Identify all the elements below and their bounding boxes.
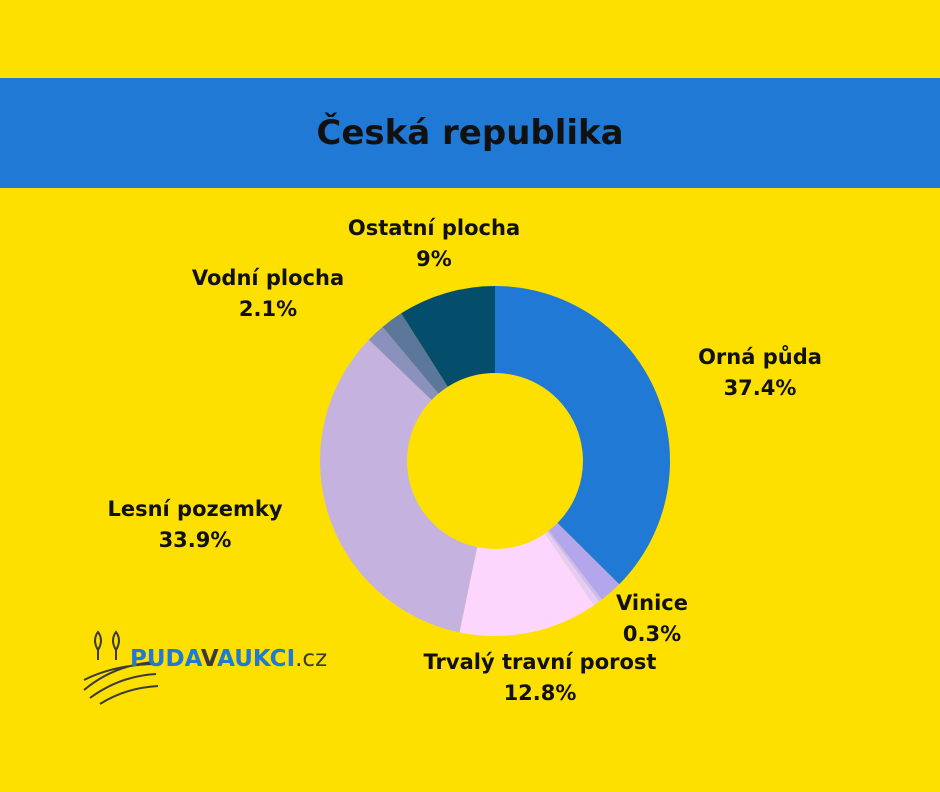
logo-icon [83, 630, 159, 705]
value-label: 2.1% [239, 297, 297, 321]
donut-slice [382, 313, 448, 394]
value-label: 12.8% [504, 681, 577, 705]
donut-slice [459, 533, 594, 636]
category-label: Vinice [616, 591, 688, 615]
donut-slice [544, 531, 600, 606]
donut-slice [368, 326, 439, 401]
donut-slice [547, 530, 602, 602]
labels: Orná půda 37.4% Vinice 0.3% Trvalý travní po… [107, 216, 821, 705]
logo-text: PUDAVAUKCI.cz [130, 646, 327, 672]
category-label: Orná půda [698, 345, 822, 369]
value-label: 0.3% [623, 622, 681, 646]
donut-slice [548, 522, 620, 600]
category-label: Vodní plocha [192, 266, 344, 290]
value-label: 9% [416, 247, 452, 271]
category-label: Ostatní plocha [348, 216, 520, 240]
title-bar [0, 78, 940, 188]
donut-slice [319, 339, 478, 633]
donut-slice [401, 286, 495, 387]
chart-title: Česká republika [316, 112, 623, 153]
value-label: 37.4% [724, 376, 797, 400]
logo: PUDAVAUKCI.cz [83, 630, 327, 705]
category-label: Lesní pozemky [107, 497, 282, 521]
value-label: 33.9% [159, 528, 232, 552]
donut-slice [495, 286, 670, 585]
donut [319, 286, 670, 636]
category-label: Trvalý travní porost [424, 650, 657, 674]
